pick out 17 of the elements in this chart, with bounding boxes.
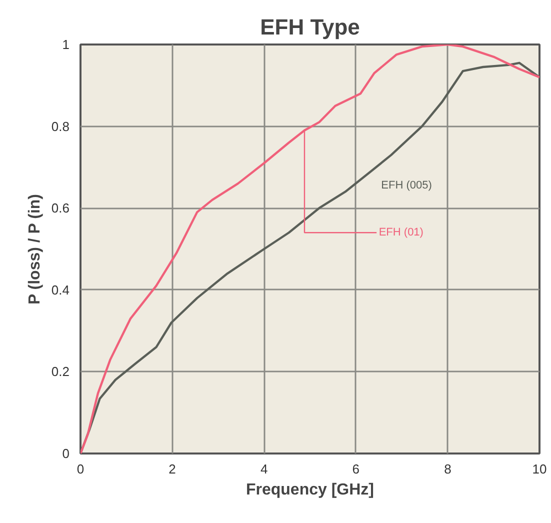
x-axis-title: Frequency [GHz] [246,482,374,498]
y-tick-label: 0 [62,446,70,461]
y-axis-title: P (loss) / P (in) [26,194,44,305]
y-tick-label: 0.6 [51,200,70,216]
y-tick-label: 0.2 [51,364,70,380]
x-tick-label: 6 [352,462,360,476]
x-tick-label: 8 [444,462,452,476]
x-tick-label: 4 [260,462,268,476]
chart-title: EFH Type [260,14,360,40]
text: EFH (01) [378,226,424,239]
y-tick-label: 0.4 [51,282,70,298]
series-label: EFH (005) [381,180,432,192]
y-tick-label: 1 [62,37,70,52]
x-tick-label: 2 [168,462,176,476]
y-tick-label: 0.8 [51,118,70,134]
x-tick-label: 10 [532,462,547,476]
x-tick-label: 0 [76,462,84,476]
